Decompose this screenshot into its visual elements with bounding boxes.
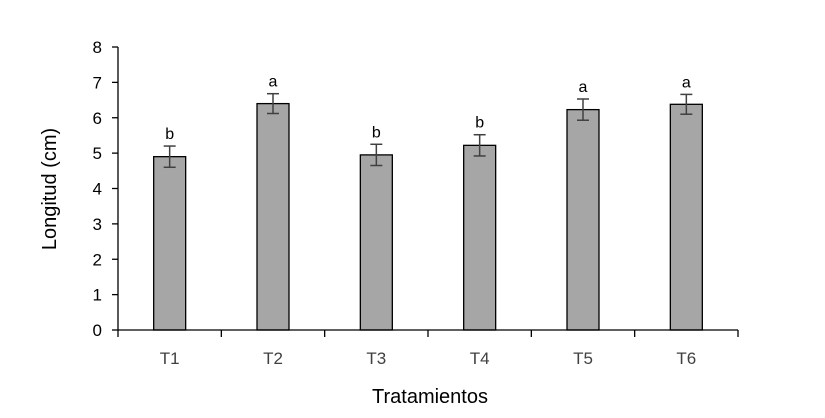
x-axis-title: Tratamientos xyxy=(372,386,488,408)
x-tick-label: T3 xyxy=(366,349,386,368)
significance-label: b xyxy=(165,126,174,143)
x-tick-label: T5 xyxy=(573,349,593,368)
bar xyxy=(463,144,497,331)
y-tick-label: 4 xyxy=(93,180,102,199)
bar xyxy=(359,154,393,331)
significance-label: a xyxy=(682,74,691,91)
y-tick-label: 1 xyxy=(93,286,102,305)
y-tick-label: 3 xyxy=(93,215,102,234)
bar xyxy=(566,108,600,331)
bars-group xyxy=(153,102,703,331)
significance-label: a xyxy=(579,79,588,96)
y-tick-label: 6 xyxy=(93,109,102,128)
bar xyxy=(256,102,290,331)
significance-labels-group: b a b b a a xyxy=(165,74,691,143)
y-tick-label: 0 xyxy=(93,321,102,340)
x-tick-label: T4 xyxy=(470,349,490,368)
y-tick-label: 8 xyxy=(93,38,102,57)
bar xyxy=(669,103,703,331)
x-tick-label: T6 xyxy=(676,349,696,368)
bar xyxy=(153,156,187,331)
y-tick-label: 7 xyxy=(93,73,102,92)
y-ticks-group: 0 1 2 3 4 5 6 7 8 xyxy=(93,38,118,340)
significance-label: a xyxy=(269,74,278,91)
significance-label: b xyxy=(475,115,484,132)
x-tick-label: T1 xyxy=(160,349,180,368)
significance-label: b xyxy=(372,124,381,141)
x-tick-label: T2 xyxy=(263,349,283,368)
error-bars-group xyxy=(163,92,693,169)
y-tick-label: 5 xyxy=(93,144,102,163)
x-ticks-group: T1 T2 T3 T4 T5 T6 xyxy=(117,330,739,368)
y-axis-title: Longitud (cm) xyxy=(39,128,61,250)
y-tick-label: 2 xyxy=(93,250,102,269)
